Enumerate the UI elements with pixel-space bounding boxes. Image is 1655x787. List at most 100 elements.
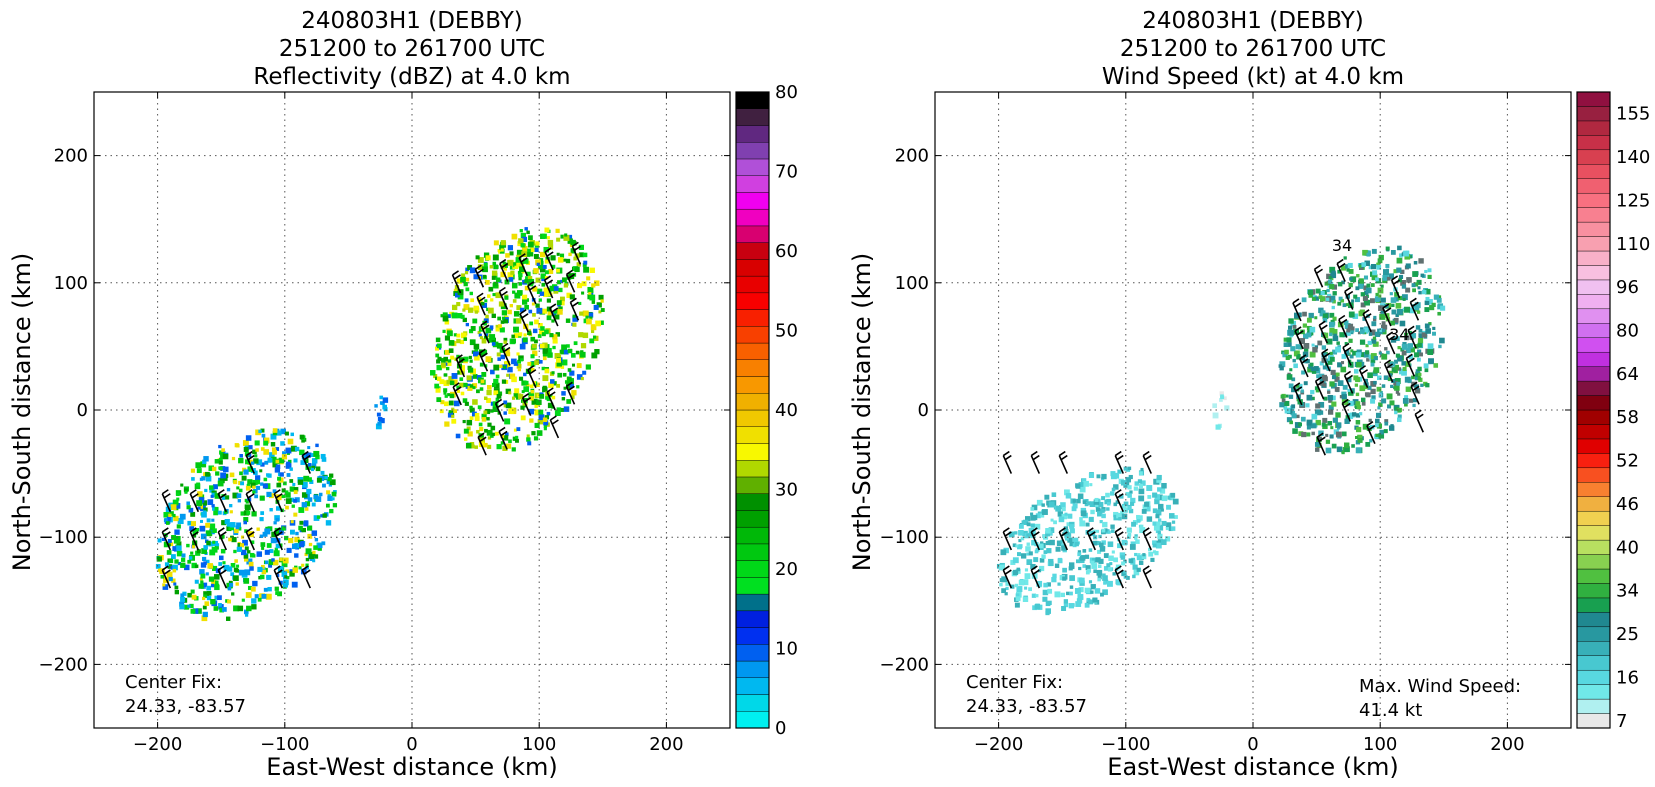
data-cell	[1158, 518, 1162, 522]
data-cell	[244, 569, 251, 576]
data-cell	[206, 540, 211, 546]
data-cell	[1395, 353, 1400, 358]
data-cell	[1138, 483, 1143, 489]
data-cell	[1061, 606, 1067, 611]
data-cell	[1397, 367, 1402, 371]
data-cell	[225, 599, 229, 603]
data-cell	[216, 543, 220, 547]
data-cell	[266, 491, 272, 498]
data-cell	[322, 513, 327, 518]
data-cell	[531, 431, 536, 436]
data-cell	[221, 448, 225, 452]
data-cell	[1318, 401, 1325, 408]
data-cell	[486, 307, 490, 312]
data-cell	[1102, 575, 1108, 581]
data-cell	[1105, 492, 1110, 498]
data-cell	[1404, 306, 1411, 313]
data-cell	[1223, 396, 1227, 401]
reflectivity-echo-field	[155, 227, 605, 622]
data-cell	[573, 256, 578, 261]
data-cell	[558, 287, 563, 293]
wind-barb	[571, 241, 582, 265]
data-cell	[1424, 300, 1430, 306]
data-cell	[1321, 345, 1327, 350]
data-cell	[1404, 376, 1411, 383]
data-cell	[1337, 362, 1343, 368]
data-cell	[1418, 372, 1422, 377]
colorbar-tick-label: 16	[1616, 667, 1639, 688]
data-cell	[1089, 501, 1096, 508]
data-cell	[1285, 355, 1290, 360]
data-cell	[1076, 498, 1081, 504]
data-cell	[1041, 503, 1045, 507]
data-cell	[1383, 375, 1389, 380]
data-cell	[217, 477, 222, 481]
data-cell	[1082, 564, 1087, 568]
data-cell	[523, 404, 527, 408]
data-cell	[1301, 356, 1305, 361]
data-cell	[1060, 592, 1066, 598]
data-cell	[477, 297, 482, 302]
data-cell	[1390, 424, 1394, 428]
data-cell	[1085, 565, 1091, 571]
data-cell	[1282, 351, 1288, 358]
data-cell	[538, 359, 543, 364]
wind-barb	[477, 432, 487, 456]
data-cell	[1401, 369, 1407, 376]
data-cell	[443, 391, 447, 395]
data-cell	[1133, 569, 1140, 576]
colorbar-bin	[1576, 554, 1611, 570]
data-cell	[1160, 539, 1167, 546]
data-cell	[572, 322, 577, 327]
data-cell	[190, 521, 197, 527]
data-cell	[233, 575, 239, 582]
colorbar-bin	[1576, 192, 1611, 208]
data-cell	[1440, 305, 1446, 311]
colorbar-bin	[1576, 612, 1611, 628]
colorbar-tick-label: 96	[1616, 277, 1639, 298]
data-cell	[285, 431, 289, 436]
data-cell	[1094, 588, 1101, 594]
data-cell	[1018, 579, 1025, 586]
data-cell	[250, 482, 256, 488]
data-cell	[293, 512, 298, 517]
data-cell	[1021, 520, 1026, 524]
data-cell	[183, 604, 189, 610]
data-cell	[1078, 566, 1082, 571]
data-cell	[501, 310, 507, 316]
data-cell	[202, 596, 206, 601]
data-cell	[551, 311, 557, 317]
data-cell	[544, 270, 549, 275]
data-cell	[459, 377, 464, 381]
data-cell	[176, 550, 183, 557]
data-cell	[381, 401, 385, 406]
data-cell	[468, 367, 474, 373]
data-cell	[1306, 394, 1313, 401]
data-cell	[1127, 485, 1132, 490]
data-cell	[560, 279, 564, 283]
data-cell	[1035, 513, 1041, 519]
data-cell	[1324, 281, 1329, 286]
data-cell	[1418, 328, 1423, 333]
data-cell	[201, 511, 207, 518]
data-cell	[1355, 435, 1359, 440]
colorbar-bin	[1576, 207, 1611, 223]
data-cell	[250, 540, 255, 545]
data-cell	[524, 251, 531, 257]
data-cell	[305, 557, 310, 562]
data-cell	[260, 482, 264, 486]
data-cell	[451, 312, 458, 319]
data-cell	[1115, 500, 1120, 504]
data-cell	[1062, 576, 1067, 581]
data-cell	[547, 347, 552, 353]
data-cell	[571, 390, 577, 396]
data-cell	[183, 488, 188, 493]
data-cell	[1085, 522, 1090, 527]
data-cell	[1345, 303, 1349, 307]
colorbar-bin	[1576, 641, 1611, 656]
data-cell	[1000, 549, 1007, 556]
data-cell	[433, 373, 438, 379]
data-cell	[496, 444, 502, 450]
data-cell	[290, 432, 294, 437]
data-cell	[1359, 385, 1366, 392]
